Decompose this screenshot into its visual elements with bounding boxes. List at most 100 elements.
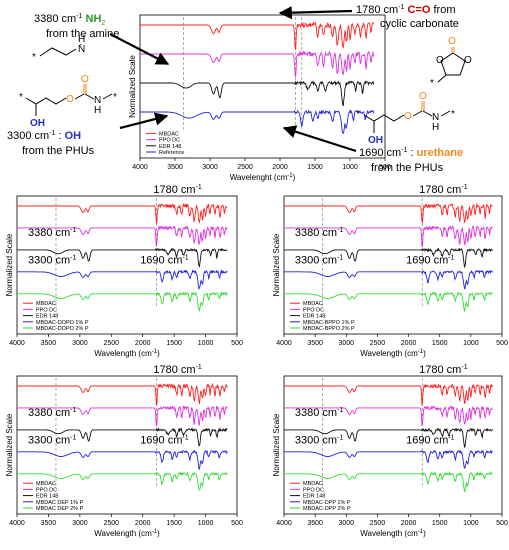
x-tick-label: 1500 [307, 164, 323, 171]
urethane-source: from the PHUs [371, 162, 444, 174]
x-tick-label: 3000 [338, 520, 354, 527]
y-axis-label: Normalized Scale [272, 413, 281, 476]
peak-label: 3380 cm-1 [295, 407, 344, 419]
peak-label: 1780 cm-1 [419, 184, 468, 196]
spectrum-red [17, 382, 228, 406]
spectrum-blue [140, 109, 375, 135]
legend-entry: MBDAC DEP 2% P [36, 506, 84, 512]
y-axis-label: Normalized Scale [272, 233, 281, 296]
oh-arrow [119, 112, 169, 130]
x-tick-label: 1000 [198, 340, 214, 347]
spectrum-magenta [284, 225, 493, 248]
x-tick-label: 1500 [166, 340, 182, 347]
legend-entry: MBDAC-BPPO 1% P [303, 320, 355, 326]
y-axis-label: Normalized Scale [128, 55, 137, 118]
svg-text:O: O [464, 55, 472, 66]
x-tick-label: 3000 [338, 340, 354, 347]
co-source: cyclic carbonate [380, 18, 459, 30]
peak-label: 1690 cm-1 [406, 435, 455, 447]
peak-label: 3380 cm-1 [28, 407, 77, 419]
svg-text:O: O [419, 91, 427, 102]
x-tick-label: 2500 [370, 340, 386, 347]
cyclic-carbonate-structure: O O O * [430, 36, 472, 89]
x-axis-label: Wavelength (cm-1) [94, 529, 160, 538]
legend-entry: EDR 148 [36, 494, 58, 500]
spectrum-red [17, 202, 228, 224]
x-tick-label: 4000 [9, 340, 25, 347]
x-tick-label: 1000 [342, 164, 358, 171]
svg-text:*: * [356, 109, 360, 120]
svg-text:1690 cm-1 : urethane: 1690 cm-1 : urethane [359, 147, 463, 159]
svg-text:*: * [113, 92, 117, 103]
spectrum-green [17, 471, 228, 491]
peak-label: 3300 cm-1 [295, 435, 344, 447]
legend-entry: MBDAC [303, 481, 323, 487]
x-axis-label: Wavelength (cm-1) [360, 349, 426, 358]
oh-wavenumber: 3300 cm [7, 130, 49, 142]
svg-text:1780 cm-1 C=O from: 1780 cm-1 C=O from [356, 4, 456, 16]
x-tick-label: 4000 [276, 340, 292, 347]
x-tick-label: 2000 [135, 340, 151, 347]
plot-frame [16, 375, 238, 515]
svg-text:O: O [436, 55, 444, 66]
legend-entry: MBDAC-DOPO 2% P [36, 326, 89, 332]
ftir-panel-5: 4000 3500 3000 2500 2000 1500 1000 500 Wavelengt… [272, 364, 508, 538]
y-axis-label: Normalized Scale [5, 233, 14, 296]
urethane-wavenumber: 1690 cm [359, 147, 401, 159]
legend-entry: MBDAC [159, 131, 179, 137]
peak-label: 3380 cm-1 [28, 227, 77, 239]
x-tick-label: 2000 [272, 164, 288, 171]
y-axis-label: Normalized Scale [5, 413, 14, 476]
x-tick-label: 3500 [41, 340, 57, 347]
peak-label: 3300 cm-1 [295, 255, 344, 267]
x-tick-label: 1500 [166, 520, 182, 527]
svg-text:H: H [94, 105, 101, 116]
legend-entry: PPO DC [36, 487, 57, 493]
spectrum-magenta [17, 405, 228, 427]
legend-entry: PPO DC [303, 487, 324, 493]
legend-entry: PPO DC [303, 307, 324, 313]
legend-entry: MBDAC-BPPO 2% P [303, 326, 355, 332]
plot-frame [139, 14, 386, 159]
x-tick-label: 1000 [463, 340, 479, 347]
peak-label: 1780 cm-1 [153, 364, 202, 376]
x-tick-label: 3500 [167, 164, 183, 171]
x-tick-label: 500 [379, 164, 391, 171]
x-tick-label: 1000 [463, 520, 479, 527]
ftir-panel-2: 4000 3500 3000 2500 2000 1500 1000 500 Wavelengt… [5, 184, 243, 358]
annotation-urethane: 1690 cm-1 : urethane from the PHUs [282, 125, 463, 174]
legend-entry: MBDAC-DOPO 1% P [36, 320, 89, 326]
peak-label: 1690 cm-1 [140, 255, 189, 267]
nh2-wavenumber: 3380 cm [34, 13, 76, 25]
svg-text:*: * [451, 109, 455, 120]
spectrum-blue [17, 449, 228, 470]
spectrum-magenta [284, 405, 493, 427]
spectrum-black [284, 247, 493, 269]
legend-entry: Reference [159, 150, 184, 156]
urethane-group: urethane [417, 147, 463, 159]
plot-frame [283, 375, 503, 515]
spectrum-magenta [140, 50, 375, 77]
svg-text:O: O [81, 74, 89, 85]
ftir-panel-4: 4000 3500 3000 2500 2000 1500 1000 500 Wavelengt… [5, 364, 243, 538]
legend-entry: MBDAC-DPP 1% P [303, 500, 351, 506]
x-tick-label: 4000 [276, 520, 292, 527]
co-wavenumber: 1780 cm [356, 4, 398, 16]
svg-text:*: * [430, 78, 434, 89]
x-tick-label: 3000 [72, 340, 88, 347]
svg-text:OH: OH [30, 118, 45, 129]
x-tick-label: 2000 [401, 340, 417, 347]
legend-entry: EDR 148 [36, 314, 58, 320]
legend-entry: MBDAC [36, 481, 56, 487]
x-tick-label: 2500 [370, 520, 386, 527]
x-tick-label: 2500 [237, 164, 253, 171]
legend-entry: MBDAC DEP 1% P [36, 500, 84, 506]
peak-label: 3300 cm-1 [28, 435, 77, 447]
svg-text:H: H [432, 122, 439, 133]
legend-entry: EDR 148 [303, 494, 325, 500]
urethane-arrow [282, 125, 357, 153]
spectrum-blue [284, 269, 493, 290]
x-tick-label: 4000 [9, 520, 25, 527]
nh2-group: NH [86, 13, 102, 25]
phu-structure-left: * OH O O N H * [19, 74, 117, 129]
